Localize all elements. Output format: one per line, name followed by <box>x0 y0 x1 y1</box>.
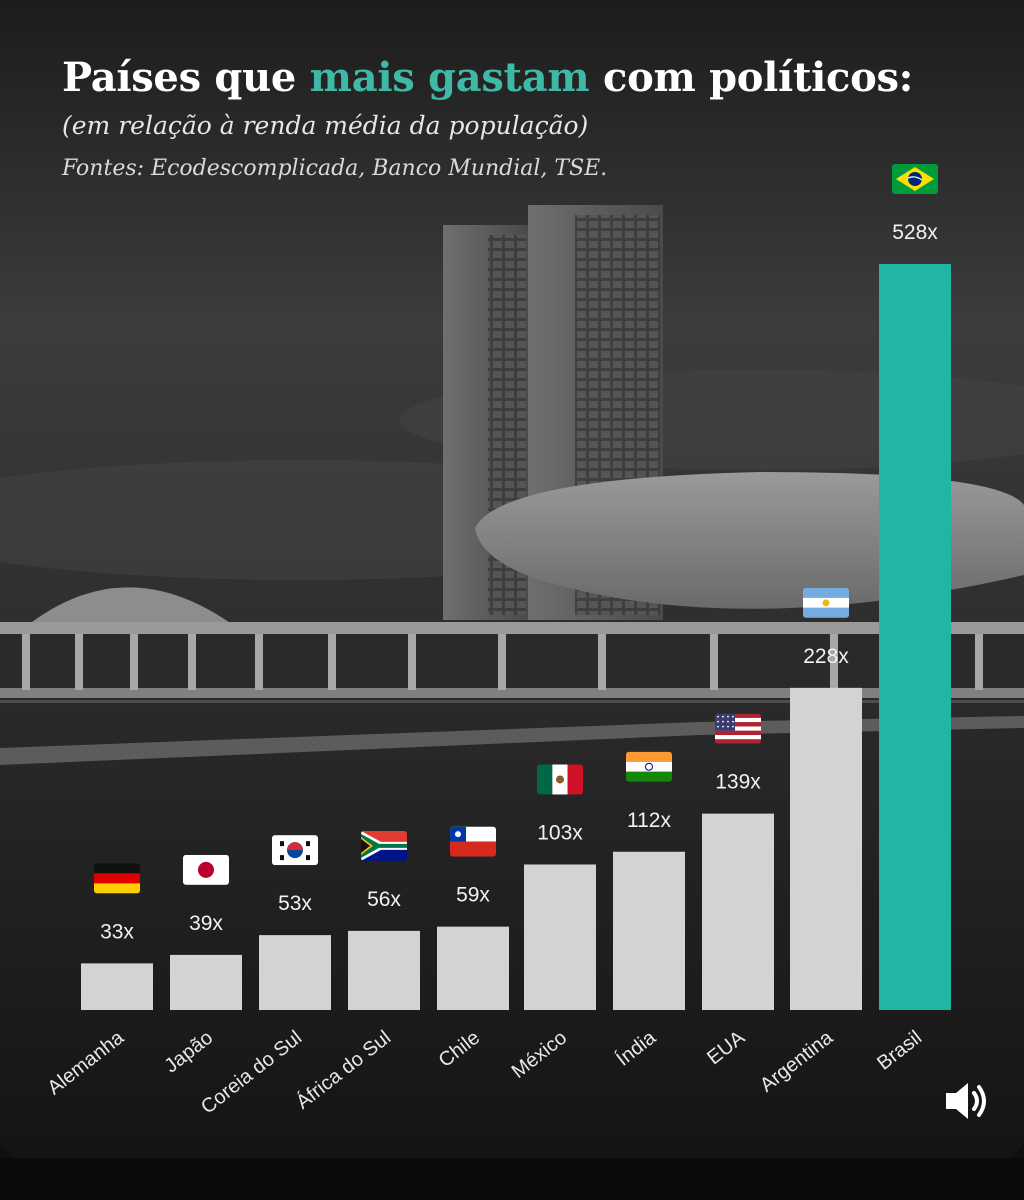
bar-africa-do-sul <box>348 930 420 1010</box>
value-label-argentina: 228x <box>803 645 849 668</box>
bar-chile <box>437 926 509 1010</box>
south-korea-flag <box>272 835 318 866</box>
germany-flag <box>94 863 140 894</box>
value-label-chile: 59x <box>456 884 490 907</box>
bar-mexico <box>524 864 596 1010</box>
bar-japao <box>170 954 242 1010</box>
chart-sources: Fontes: Ecodescomplicada, Banco Mundial,… <box>62 156 608 181</box>
bar-alemanha <box>81 963 153 1010</box>
x-tick-eua: EUA <box>703 1026 749 1069</box>
speaker-icon <box>946 1083 986 1119</box>
x-tick-chile: Chile <box>435 1027 484 1072</box>
chart-title: Países que mais gastam com políticos: <box>62 54 913 101</box>
south-africa-flag <box>361 830 407 861</box>
bars-layer <box>81 264 951 1010</box>
value-label-india: 112x <box>627 809 671 832</box>
value-label-eua: 139x <box>715 771 761 794</box>
mexico-flag <box>537 764 583 795</box>
x-tick-brasil: Brasil <box>873 1027 926 1075</box>
value-label-alemanha: 33x <box>100 920 134 943</box>
bar-india <box>613 851 685 1010</box>
value-labels-layer: 33x 39x 53x 56x 59x 103x 112x 139x 228x 528x <box>100 221 938 943</box>
bar-brasil <box>879 264 951 1010</box>
usa-flag <box>715 713 761 744</box>
title-highlight: mais gastam <box>309 54 590 101</box>
title-part-1: Países que <box>62 54 310 101</box>
x-tick-alemanha: Alemanha <box>44 1026 129 1099</box>
bar-argentina <box>790 687 862 1010</box>
bar-eua <box>702 813 774 1010</box>
x-tick-argentina: Argentina <box>756 1026 838 1097</box>
sound-button[interactable] <box>930 1065 1002 1137</box>
argentina-flag <box>803 587 849 618</box>
value-label-mexico: 103x <box>537 821 583 844</box>
chile-flag <box>450 826 496 857</box>
value-label-brasil: 528x <box>892 221 938 244</box>
bottom-strip <box>0 1158 1024 1200</box>
value-label-japao: 39x <box>189 912 223 935</box>
bar-coreia-do-sul <box>259 935 331 1010</box>
value-label-coreia-do-sul: 53x <box>278 892 312 915</box>
bar-chart: 33x 39x 53x 56x 59x 103x 112x 139x 228x 528x Alem… <box>44 164 951 1119</box>
x-tick-japao: Japão <box>161 1027 217 1078</box>
x-tick-mexico: México <box>508 1027 571 1083</box>
x-tick-africa-do-sul: África do Sul <box>292 1026 396 1114</box>
title-part-2: com políticos: <box>589 54 914 101</box>
infographic-card: 33x 39x 53x 56x 59x 103x 112x 139x 228x 528x Alem… <box>0 0 1024 1158</box>
x-tick-india: Índia <box>612 1025 661 1070</box>
chart-subtitle: (em relação à renda média da população) <box>62 111 589 140</box>
flags-layer <box>94 164 938 894</box>
value-label-africa-do-sul: 56x <box>367 888 401 911</box>
japan-flag <box>183 854 229 885</box>
brazil-flag <box>892 164 938 194</box>
india-flag <box>626 751 672 782</box>
